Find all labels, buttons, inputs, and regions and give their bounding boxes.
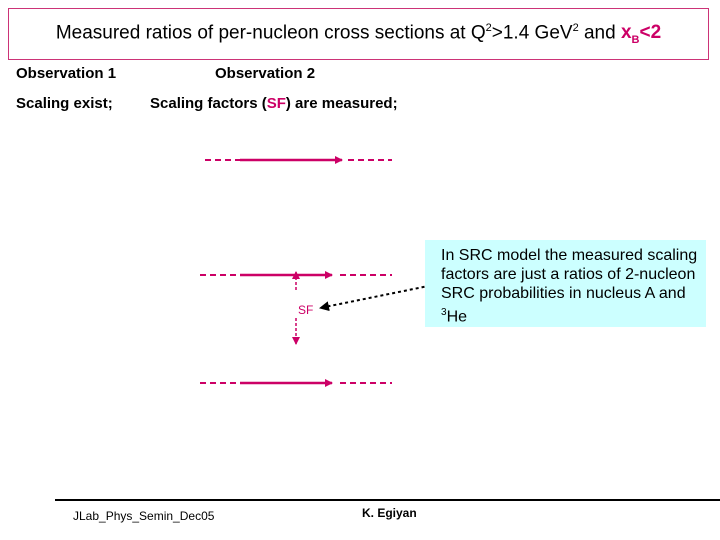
- title-text: Measured ratios of per-nucleon cross sec…: [55, 21, 662, 47]
- footer-author: K. Egiyan: [362, 506, 417, 520]
- footer-divider: [55, 499, 720, 501]
- observation-1-heading: Observation 1: [16, 65, 117, 82]
- observation-1-text: Scaling exist;: [16, 95, 113, 112]
- sf-label: SF: [298, 303, 314, 317]
- src-model-callout: In SRC model the measured scaling factor…: [425, 240, 706, 327]
- observation-2-text: Scaling factors (SF) are measured;: [150, 95, 398, 112]
- observation-2-heading: Observation 2: [215, 65, 316, 82]
- callout-pointer: [319, 281, 449, 312]
- slide-title: Measured ratios of per-nucleon cross sec…: [8, 8, 709, 60]
- xb-label: xB<2: [620, 22, 662, 47]
- footer-left: JLab_Phys_Semin_Dec05: [73, 509, 215, 523]
